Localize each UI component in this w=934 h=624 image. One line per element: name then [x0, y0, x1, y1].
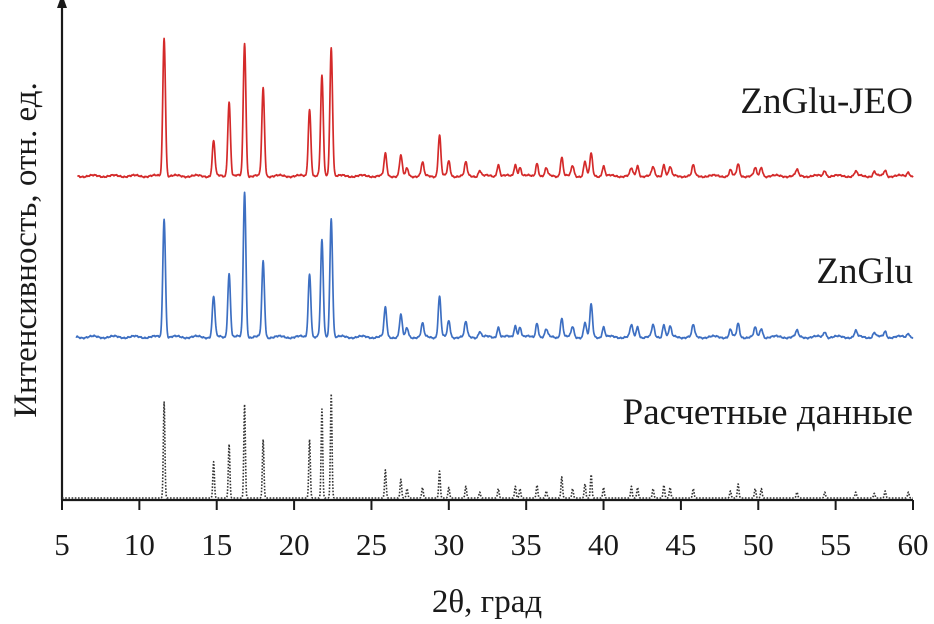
x-tick-label-5: 5 [54, 527, 70, 562]
series-label-zinc-glu-jeo: ZnGlu-JEO [740, 81, 913, 122]
series-label-zinc-glu: ZnGlu [816, 251, 913, 292]
x-tick-label-20: 20 [279, 527, 310, 562]
series-lines [61, 37, 914, 499]
series-line-0 [76, 37, 914, 179]
x-tick-label-10: 10 [124, 527, 155, 562]
series-label-calculated: Расчетные данные [623, 392, 913, 433]
x-tick-label-35: 35 [511, 527, 542, 562]
series-line-2 [61, 393, 914, 499]
series-line-1 [75, 191, 914, 340]
x-tick-label-40: 40 [588, 527, 619, 562]
x-axis-title: 2θ, град [432, 584, 542, 620]
x-ticks [61, 500, 914, 510]
x-tick-labels: 5 10 15 20 25 30 35 40 45 50 55 60 [54, 527, 928, 562]
x-tick-label-45: 45 [665, 527, 696, 562]
x-tick-label-15: 15 [201, 527, 232, 562]
x-tick-label-55: 55 [820, 527, 851, 562]
x-tick-label-60: 60 [898, 527, 929, 562]
x-tick-label-30: 30 [433, 527, 464, 562]
x-tick-label-25: 25 [356, 527, 387, 562]
y-axis-title: Интенсивность, отн. ед. [8, 82, 44, 418]
x-tick-label-50: 50 [743, 527, 774, 562]
